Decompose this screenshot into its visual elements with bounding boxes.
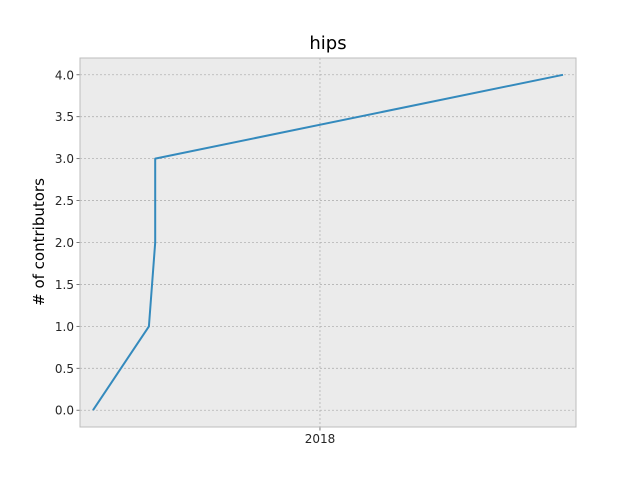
y-tick-label: 0.0 [55,404,74,418]
y-axis-ticks: 0.0 0.5 1.0 1.5 2.0 2.5 3.0 3.5 4.0 [55,68,80,418]
x-axis-ticks: 2018 [305,427,336,446]
x-tick-label: 2018 [305,432,336,446]
grid [80,58,576,427]
plot-frame [79,57,577,428]
y-tick-label: 1.5 [55,278,74,292]
y-tick-label: 4.0 [55,68,74,82]
y-tick-label: 3.0 [55,152,74,166]
series-line [92,73,564,411]
chart-title: hips [309,33,346,54]
y-axis-label: # of contributors [30,178,48,306]
y-tick-label: 1.0 [55,320,74,334]
y-tick-label: 0.5 [55,362,74,376]
y-tick-label: 2.5 [55,194,74,208]
y-tick-label: 2.0 [55,236,74,250]
y-tick-label: 3.5 [55,110,74,124]
series-group [92,73,564,411]
